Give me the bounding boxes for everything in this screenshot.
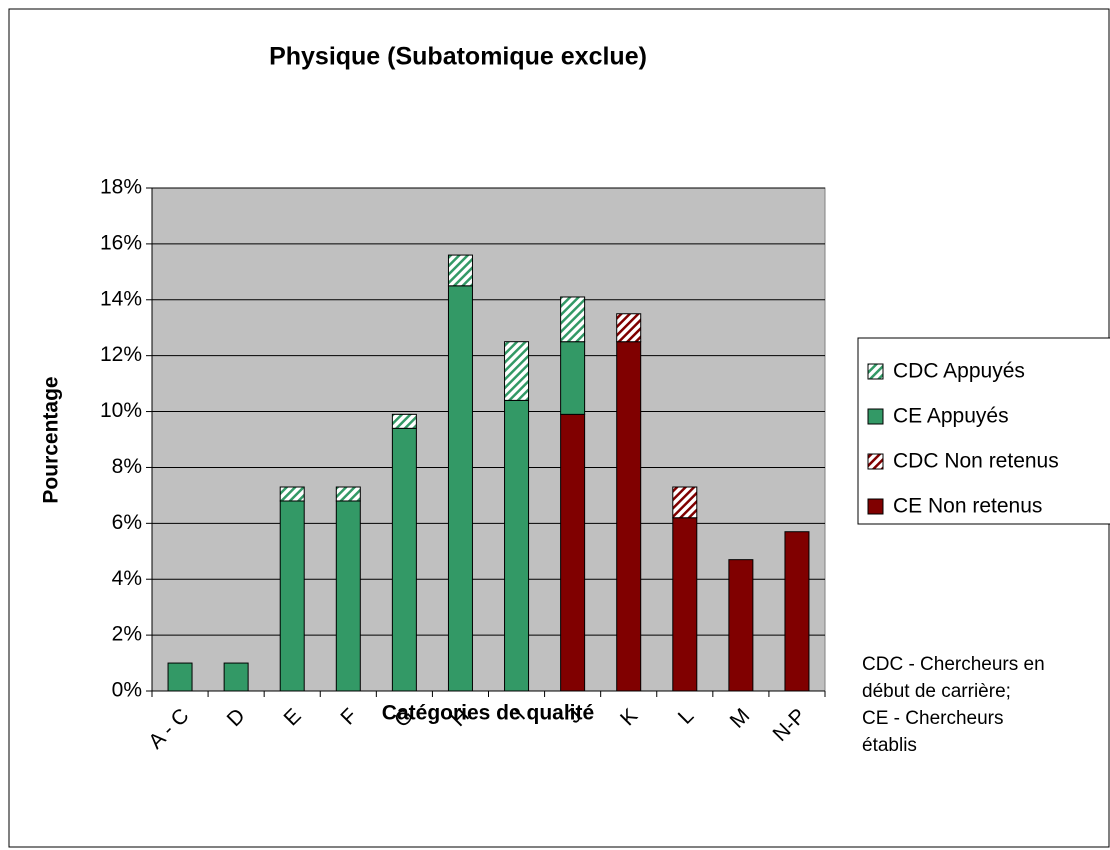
note: début de carrière; (862, 681, 1011, 702)
plot-area (151, 187, 826, 692)
chart-title: Physique (Subatomique exclue) (269, 43, 647, 71)
bar-segment (560, 341, 586, 415)
bar-segment (335, 486, 361, 502)
x-axis-label: Catégories de qualité (382, 702, 594, 725)
legend-swatch (867, 363, 884, 380)
bar-segment (672, 517, 698, 692)
note: CE - Chercheurs (862, 708, 1004, 729)
bar-segment (223, 662, 249, 692)
bar-segment (391, 413, 417, 429)
y-tick-label: 12% (100, 343, 142, 366)
note: CDC - Chercheurs en (862, 654, 1045, 675)
legend-swatch (867, 453, 884, 470)
y-tick-label: 18% (100, 176, 142, 199)
y-tick-label: 8% (112, 455, 142, 478)
legend-label: CE Appuyés (893, 405, 1009, 428)
bar-segment (616, 341, 642, 692)
note: établis (862, 735, 917, 756)
legend-swatch (867, 498, 884, 515)
bar-segment (391, 427, 417, 692)
bar-segment (784, 531, 810, 692)
bar-segment (728, 559, 754, 692)
bar-segment (560, 296, 586, 343)
bar-segment (560, 413, 586, 692)
legend-box (857, 337, 1110, 525)
y-tick-label: 14% (100, 287, 142, 310)
bar-segment (335, 500, 361, 692)
y-tick-label: 2% (112, 623, 142, 646)
bar-segment (504, 399, 530, 692)
bar-segment (672, 486, 698, 519)
bar-segment (447, 254, 473, 287)
y-axis-label: Pourcentage (40, 376, 63, 503)
bar-segment (279, 500, 305, 692)
legend-label: CE Non retenus (893, 495, 1042, 518)
bar-segment (504, 341, 530, 401)
bar-segment (279, 486, 305, 502)
y-tick-label: 10% (100, 399, 142, 422)
legend-label: CDC Appuyés (893, 360, 1025, 383)
y-tick-label: 4% (112, 567, 142, 590)
bar-segment (616, 313, 642, 343)
y-tick-label: 0% (112, 679, 142, 702)
legend-label: CDC Non retenus (893, 450, 1059, 473)
bar-segment (447, 285, 473, 692)
y-tick-label: 6% (112, 511, 142, 534)
legend-swatch (867, 408, 884, 425)
y-tick-label: 16% (100, 231, 142, 254)
bar-segment (167, 662, 193, 692)
